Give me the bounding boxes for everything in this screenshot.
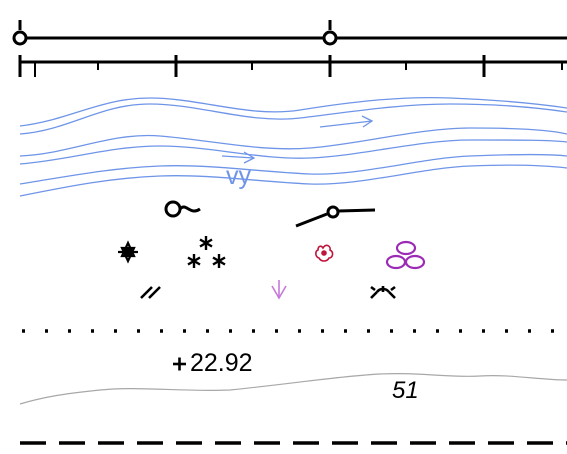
rosette-icon	[118, 240, 138, 264]
crown-icon	[370, 285, 396, 299]
spot-height-cross-icon	[173, 357, 186, 371]
road-node-icon	[322, 20, 338, 46]
road-node-icon	[12, 20, 28, 46]
down-arrow-icon	[271, 280, 287, 300]
double-slash-icon	[140, 286, 161, 299]
triple-asterisk-icon	[187, 236, 226, 268]
flow-arrow-icon	[221, 151, 256, 164]
contour-value: 51	[392, 377, 419, 404]
contour-line	[19, 373, 567, 405]
survey-ring-icon	[164, 200, 201, 218]
stream-label: vy	[226, 162, 252, 190]
flow-arrow-icon	[319, 115, 374, 128]
triple-oval-icon	[385, 240, 426, 270]
flower-icon	[315, 244, 334, 262]
mast-icon	[295, 205, 376, 228]
braided-stream	[19, 96, 567, 197]
spot-height-value: 22.92	[190, 349, 253, 377]
road-scale-bar	[12, 20, 567, 77]
